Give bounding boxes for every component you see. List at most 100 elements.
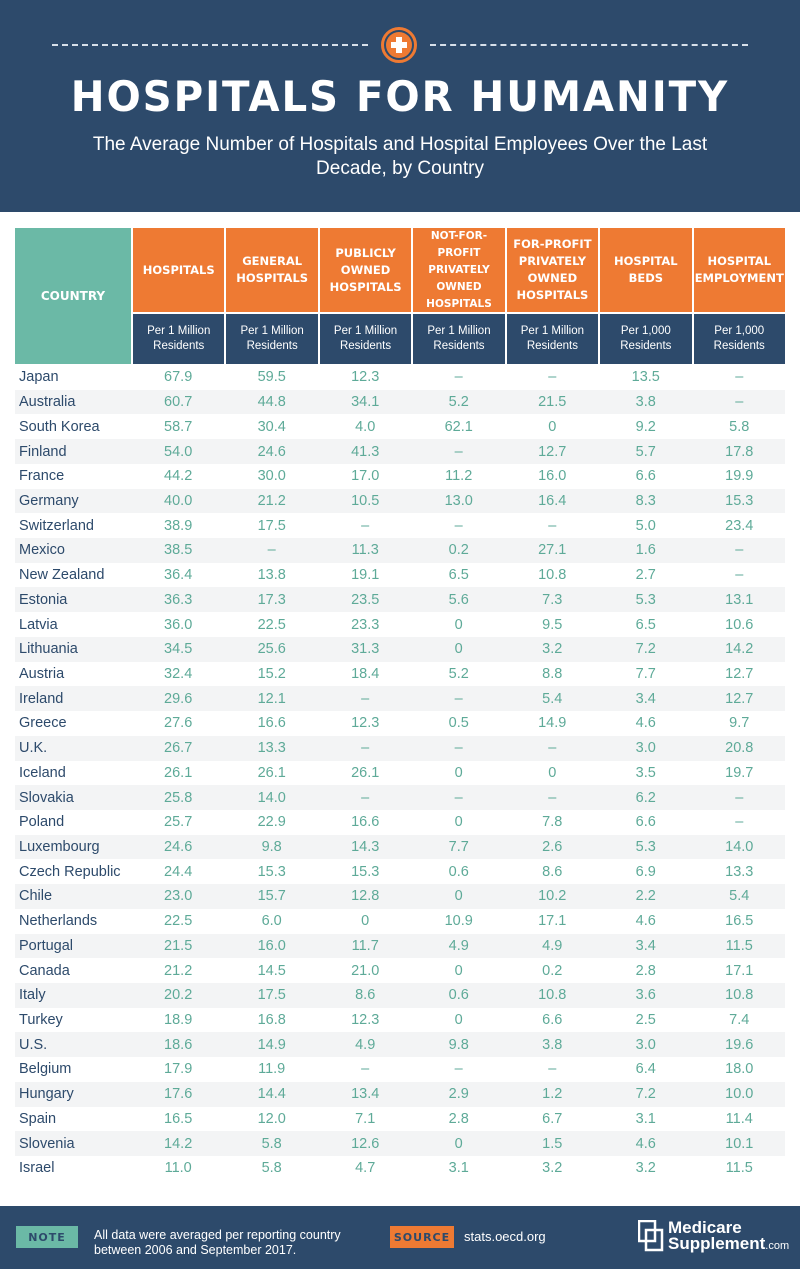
value-cell: 13.3 bbox=[725, 863, 754, 880]
source-link[interactable]: stats.oecd.org bbox=[464, 1229, 546, 1244]
value-cell: 40.0 bbox=[164, 492, 193, 509]
value-cell: 17.8 bbox=[725, 443, 754, 460]
value-cell: 14.5 bbox=[257, 962, 286, 979]
value-cell: 13.0 bbox=[444, 492, 473, 509]
table-row: New Zealand 36.4 13.8 19.1 6.5 10.8 2.7 – bbox=[15, 563, 785, 588]
value-cell: – bbox=[548, 369, 557, 386]
value-cell: – bbox=[735, 567, 744, 584]
column-header: HOSPITAL EMPLOYMENT bbox=[693, 228, 785, 312]
value-cell: 5.4 bbox=[542, 690, 563, 707]
country-cell: Netherlands bbox=[19, 913, 98, 930]
value-cell: 0 bbox=[454, 888, 463, 905]
note-text: All data were averaged per reporting cou… bbox=[94, 1228, 341, 1257]
value-cell: 0 bbox=[454, 1012, 463, 1029]
value-cell: 6.5 bbox=[448, 567, 469, 584]
value-cell: 15.3 bbox=[725, 492, 754, 509]
column-header: GENERAL HOSPITALS bbox=[226, 228, 318, 312]
value-cell: – bbox=[548, 1061, 557, 1078]
value-cell: 19.7 bbox=[725, 764, 754, 781]
value-cell: – bbox=[361, 690, 370, 707]
country-cell: Chile bbox=[19, 888, 53, 905]
value-cell: 10.8 bbox=[538, 567, 567, 584]
value-cell: 12.8 bbox=[351, 888, 380, 905]
value-cell: 5.2 bbox=[448, 394, 469, 411]
value-cell: 12.3 bbox=[351, 715, 380, 732]
value-cell: 22.9 bbox=[257, 814, 286, 831]
value-cell: 3.2 bbox=[635, 1160, 656, 1177]
table-row: Chile 23.0 15.7 12.8 0 10.2 2.2 5.4 bbox=[15, 884, 785, 909]
table-row: Australia 60.7 44.8 34.1 5.2 21.5 3.8 – bbox=[15, 389, 785, 415]
source-badge: SOURCE bbox=[390, 1226, 454, 1248]
value-cell: 11.4 bbox=[725, 1110, 753, 1127]
value-cell: – bbox=[454, 443, 463, 460]
value-cell: 10.1 bbox=[725, 1135, 754, 1152]
value-cell: 22.5 bbox=[257, 616, 286, 633]
country-cell: Slovakia bbox=[19, 789, 74, 806]
country-cell: Finland bbox=[19, 443, 67, 460]
value-cell: 2.9 bbox=[448, 1086, 469, 1103]
value-cell: – bbox=[735, 394, 744, 411]
value-cell: 14.2 bbox=[725, 641, 754, 658]
table-row: Turkey 18.9 16.8 12.3 0 6.6 2.5 7.4 bbox=[15, 1008, 785, 1033]
value-cell: 5.6 bbox=[448, 591, 469, 608]
value-cell: 9.8 bbox=[448, 1036, 469, 1053]
value-cell: 9.8 bbox=[261, 839, 282, 856]
value-cell: 1.6 bbox=[635, 542, 656, 559]
header-divider-left bbox=[52, 44, 368, 46]
value-cell: 15.3 bbox=[351, 863, 380, 880]
table-row: Italy 20.2 17.5 8.6 0.6 10.8 3.6 10.8 bbox=[15, 982, 785, 1008]
value-cell: 3.1 bbox=[448, 1160, 469, 1177]
value-cell: 7.7 bbox=[448, 839, 469, 856]
value-cell: 9.7 bbox=[729, 715, 750, 732]
value-cell: 10.0 bbox=[725, 1086, 754, 1103]
country-cell: Australia bbox=[19, 394, 76, 411]
value-cell: 8.8 bbox=[542, 665, 563, 682]
value-cell: 16.0 bbox=[538, 468, 567, 485]
value-cell: 25.7 bbox=[164, 814, 193, 831]
value-cell: 7.4 bbox=[729, 1012, 750, 1029]
value-cell: 13.4 bbox=[351, 1086, 380, 1103]
brand-name-line1: Medicare bbox=[668, 1218, 742, 1237]
value-cell: – bbox=[454, 690, 463, 707]
value-cell: 30.4 bbox=[257, 418, 286, 435]
unit-header: Per 1 Million Residents bbox=[319, 314, 412, 364]
table-row: Ireland 29.6 12.1 – – 5.4 3.4 12.7 bbox=[15, 686, 785, 712]
value-cell: 2.7 bbox=[635, 567, 656, 584]
value-cell: 3.0 bbox=[635, 1036, 656, 1053]
value-cell: 23.0 bbox=[164, 888, 193, 905]
value-cell: 34.5 bbox=[164, 641, 193, 658]
value-cell: 11.9 bbox=[258, 1061, 286, 1078]
value-cell: – bbox=[548, 789, 557, 806]
value-cell: 7.1 bbox=[355, 1110, 376, 1127]
value-cell: 9.5 bbox=[542, 616, 563, 633]
value-cell: 2.5 bbox=[635, 1012, 656, 1029]
unit-header: Per 1 Million Residents bbox=[226, 314, 318, 364]
value-cell: 30.0 bbox=[257, 468, 286, 485]
value-cell: 12.0 bbox=[257, 1110, 286, 1127]
unit-header-row: Per 1 Million Residents Per 1 Million Re… bbox=[15, 314, 785, 364]
value-cell: 14.0 bbox=[257, 789, 286, 806]
value-cell: 10.8 bbox=[725, 987, 754, 1004]
value-cell: 4.6 bbox=[635, 715, 656, 732]
value-cell: 24.4 bbox=[164, 863, 193, 880]
table-row: Estonia 36.3 17.3 23.5 5.6 7.3 5.3 13.1 bbox=[15, 587, 785, 613]
value-cell: – bbox=[454, 369, 463, 386]
value-cell: 26.7 bbox=[164, 740, 193, 757]
value-cell: 14.3 bbox=[351, 839, 380, 856]
value-cell: 11.0 bbox=[164, 1160, 192, 1177]
value-cell: 10.5 bbox=[351, 492, 380, 509]
value-cell: 3.0 bbox=[635, 740, 656, 757]
column-header: FOR-PROFIT PRIVATELY OWNED HOSPITALS bbox=[506, 228, 599, 312]
value-cell: 18.0 bbox=[725, 1061, 754, 1078]
value-cell: 41.3 bbox=[351, 443, 380, 460]
value-cell: 27.6 bbox=[164, 715, 193, 732]
value-cell: 4.9 bbox=[448, 937, 469, 954]
column-header: HOSPITAL BEDS bbox=[600, 228, 692, 312]
value-cell: 0 bbox=[454, 814, 463, 831]
table-row: Spain 16.5 12.0 7.1 2.8 6.7 3.1 11.4 bbox=[15, 1107, 785, 1132]
value-cell: 3.8 bbox=[542, 1036, 563, 1053]
value-cell: 18.6 bbox=[164, 1036, 193, 1053]
table-row: Iceland 26.1 26.1 26.1 0 0 3.5 19.7 bbox=[15, 761, 785, 786]
value-cell: 12.7 bbox=[725, 690, 754, 707]
table-row: Czech Republic 24.4 15.3 15.3 0.6 8.6 6.9 13.3 bbox=[15, 859, 785, 884]
